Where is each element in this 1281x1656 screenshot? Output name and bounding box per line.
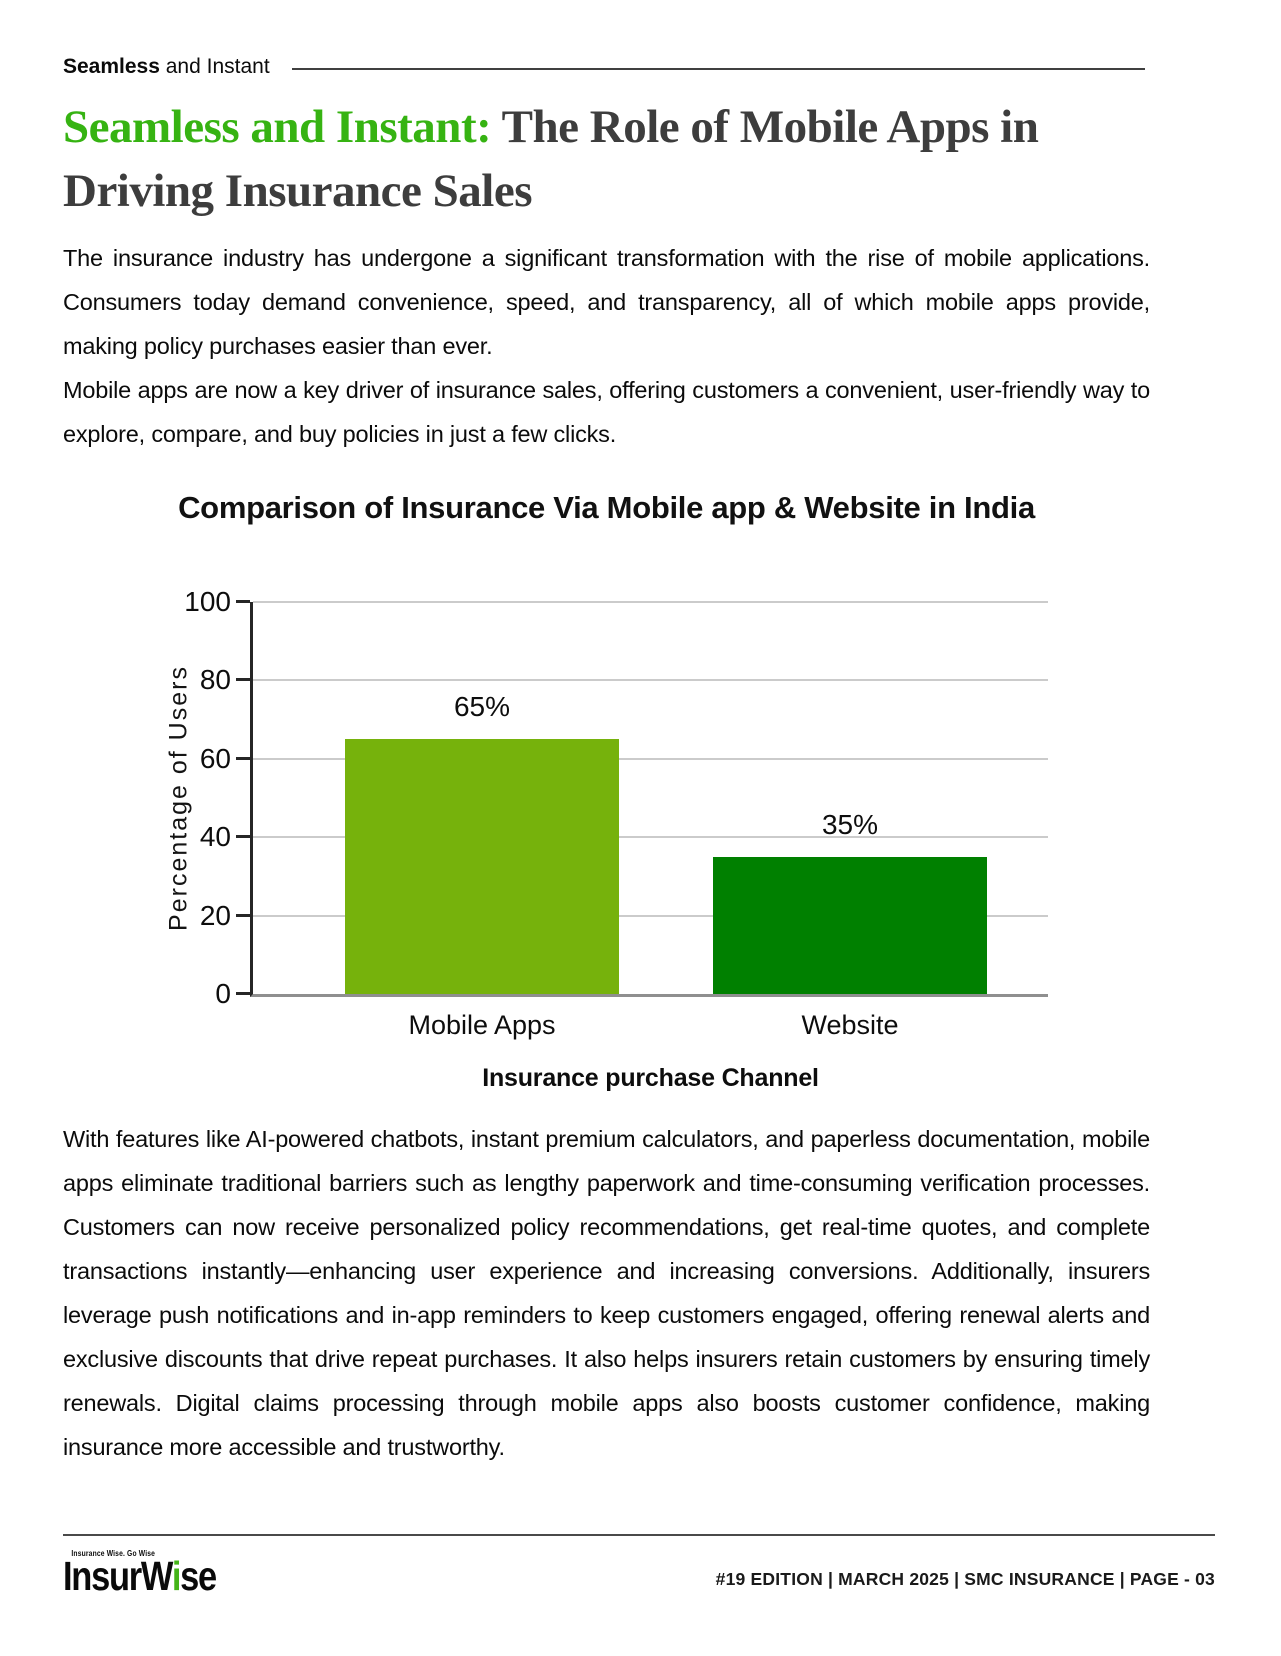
y-tick-mark <box>236 835 250 839</box>
chart-y-axis-title: Percentage of Users <box>164 665 193 931</box>
logo-wordmark-green-i: i <box>171 1553 182 1599</box>
logo-tagline: Insurance Wise. Go Wise <box>71 1549 156 1558</box>
gridline <box>253 601 1048 603</box>
gridline <box>253 679 1048 682</box>
masthead-title-bold: Seamless <box>63 55 160 78</box>
y-tick-mark <box>236 913 250 917</box>
chart-plot-area: Percentage of Users Insurance purchase C… <box>165 588 1048 1092</box>
footer-row: Insurance Wise. Go Wise InsurWise #19 ED… <box>63 1549 1215 1597</box>
y-tick-label: 0 <box>215 978 231 1009</box>
chart-x-axis-title: Insurance purchase Channel <box>482 1064 819 1092</box>
footer-divider <box>63 1534 1215 1536</box>
chart: Comparison of Insurance Via Mobile app &… <box>63 488 1150 1092</box>
y-tick-mark <box>236 600 250 603</box>
y-tick-label: 40 <box>199 821 231 853</box>
bar-value-label: 35% <box>821 808 879 840</box>
article-title-highlight: Seamless and Instant: <box>63 101 492 153</box>
logo-wordmark: InsurWise <box>63 1556 217 1597</box>
y-tick-label: 60 <box>199 742 231 774</box>
y-tick-mark <box>236 678 250 682</box>
article: Seamless and Instant Seamless and Instan… <box>63 54 1150 1469</box>
paragraph-features: With features like AI-powered chatbots, … <box>63 1126 1150 1460</box>
x-category-label: Mobile Apps <box>408 1010 556 1040</box>
bar-website <box>713 856 987 994</box>
masthead: Seamless and Instant <box>63 54 1145 80</box>
chart-title: Comparison of Insurance Via Mobile app &… <box>178 490 1035 525</box>
y-tick-label: 100 <box>184 586 231 617</box>
paragraph-key-driver: Mobile apps are now a key driver of insu… <box>63 377 1150 447</box>
y-tick-label: 80 <box>199 664 231 696</box>
gridline <box>253 757 1048 760</box>
logo-wordmark-end: se <box>180 1553 217 1599</box>
article-title-rest: The Role of Mobile Apps in Driving Insur… <box>63 101 1039 217</box>
x-category-label: Website <box>801 1010 899 1040</box>
footer-edition-info: #19 EDITION | MARCH 2025 | SMC INSURANCE… <box>715 1569 1215 1589</box>
y-tick-mark <box>236 992 250 995</box>
paragraph-intro: The insurance industry has undergone a s… <box>63 245 1150 359</box>
masthead-title-rest: and Instant <box>159 55 270 78</box>
gridline <box>253 914 1048 917</box>
bar-mobile-apps <box>345 739 619 994</box>
gridline <box>253 836 1048 839</box>
article-title: Seamless and Instant: The Role of Mobile… <box>63 95 1150 223</box>
y-tick-mark <box>236 756 250 760</box>
y-tick-label: 20 <box>199 899 231 931</box>
logo-wordmark-start: InsurW <box>63 1553 173 1599</box>
footer: Insurance Wise. Go Wise InsurWise #19 ED… <box>63 1534 1215 1597</box>
bar-value-label: 65% <box>453 691 511 723</box>
masthead-rule <box>291 67 1145 70</box>
insurwise-logo: Insurance Wise. Go Wise InsurWise <box>63 1549 217 1597</box>
